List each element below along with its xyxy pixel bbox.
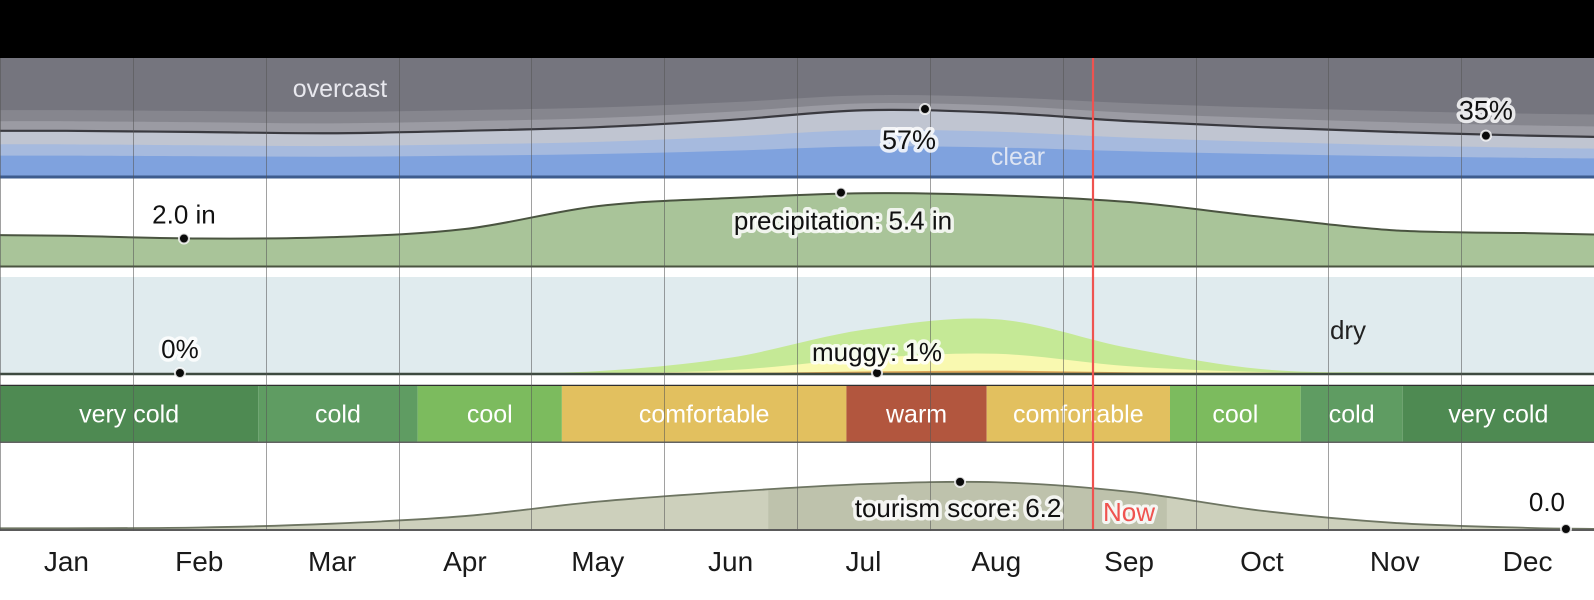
temp-segment-label: warm [885, 401, 947, 429]
tourism-min-value: 0.0 [1529, 487, 1565, 517]
month-label-jul: Jul [846, 546, 882, 577]
annotations: overcast clear dry 57% 35% 2.0 in precipitatio… [149, 75, 1572, 535]
month-label-mar: Mar [308, 546, 356, 577]
temp-segment-label: cool [467, 401, 513, 429]
dry-label: dry [1330, 315, 1366, 345]
temp-segment-very-cold [1402, 386, 1594, 442]
data-point-marker [1479, 129, 1492, 142]
temp-segment-cold [1300, 386, 1403, 442]
month-label-jun: Jun [708, 546, 753, 577]
clear-label: clear [991, 143, 1045, 171]
data-point-marker [834, 186, 847, 199]
month-label-nov: Nov [1370, 546, 1420, 577]
month-label-apr: Apr [443, 546, 487, 577]
temp-segment-label: very cold [79, 401, 179, 429]
month-label-may: May [571, 546, 624, 577]
overcast-label: overcast [293, 75, 388, 103]
temp-segment-cold [258, 386, 418, 442]
temp-segment-label: cold [315, 401, 361, 429]
data-point-marker [918, 103, 931, 116]
month-label-jan: Jan [44, 546, 89, 577]
temp-segment-label: comfortable [1013, 401, 1144, 429]
temp-segment-label: cold [1329, 401, 1375, 429]
data-point-marker [1559, 523, 1572, 535]
temp-segment-cool [417, 386, 562, 442]
top-black-bar [0, 0, 1594, 58]
cloud-dec-value: 35% [1459, 96, 1513, 126]
tourism-peak-season-area [768, 481, 1167, 529]
cloud-jul-value: 57% [882, 125, 936, 155]
now-marker: Now [1091, 58, 1158, 530]
month-label-feb: Feb [175, 546, 223, 577]
temp-segment-comfortable [561, 386, 847, 442]
temp-segment-label: comfortable [639, 401, 770, 429]
tourism-max-value: tourism score: 6.2 [855, 493, 1062, 523]
temp-segment-warm [846, 386, 987, 442]
now-label: Now [1103, 497, 1155, 527]
month-label-dec: Dec [1503, 546, 1553, 577]
temp-segment-label: cool [1212, 401, 1258, 429]
month-label-aug: Aug [971, 546, 1021, 577]
temp-segment-comfortable [986, 386, 1170, 442]
humidity-muggy-value: muggy: 1% [812, 337, 942, 367]
month-label-sep: Sep [1104, 546, 1154, 577]
precip-min-value: 2.0 in [152, 200, 216, 230]
data-point-marker [177, 232, 190, 245]
data-point-marker [173, 367, 186, 379]
month-label-oct: Oct [1240, 546, 1284, 577]
data-point-marker [871, 367, 884, 379]
month-axis: Jan Feb Mar Apr May Jun Jul Aug Sep Oct Nov Dec [44, 546, 1553, 577]
temp-segment-label: very cold [1448, 401, 1548, 429]
temp-segment-very-cold [0, 386, 259, 442]
humidity-min-value: 0% [161, 334, 199, 364]
month-gridlines [0, 58, 1462, 531]
data-point-marker [954, 475, 967, 488]
window-chrome-bar [0, 0, 1594, 58]
temp-segment-cool [1169, 386, 1301, 442]
precip-max-value: precipitation: 5.4 in [734, 206, 952, 236]
